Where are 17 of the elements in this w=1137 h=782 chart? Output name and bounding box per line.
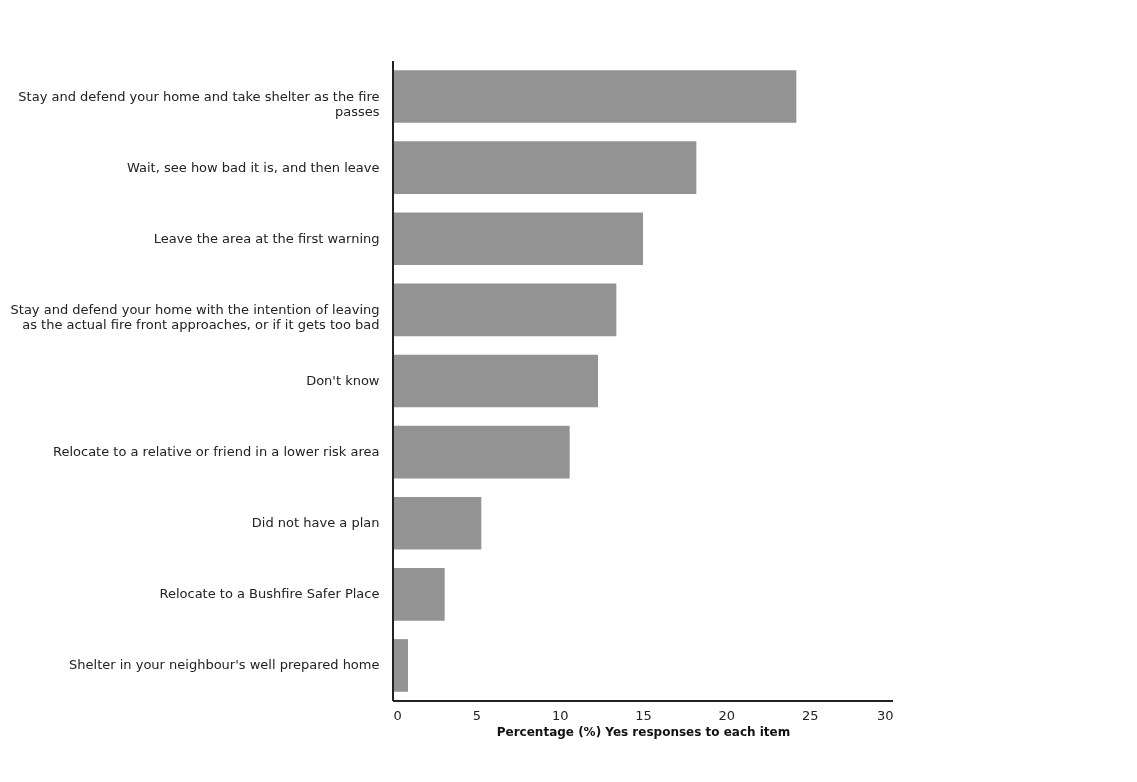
- y-tick-label: Relocate to a Bushfire Safer Place: [159, 586, 380, 602]
- x-tick-label: 15: [635, 707, 652, 723]
- x-tick-label: 30: [876, 707, 894, 723]
- x-tick-label: 25: [801, 707, 819, 723]
- x-tick-label: 5: [472, 707, 481, 723]
- x-tick-label: 10: [551, 707, 569, 723]
- y-tick-label: Don't know: [306, 373, 380, 388]
- y-tick-label: Shelter in your neighbour's well prepared home: [69, 657, 380, 673]
- y-tick-label: Wait, see how bad it is, and then leave: [127, 159, 380, 175]
- y-tick-label: Relocate to a relative or friend in a lower risk area: [52, 444, 380, 460]
- y-tick-label: Stay and defend your home with the intention of leaving as the actual fire front approaches, or if it gets too bad: [10, 301, 380, 332]
- y-tick-label: Leave the area at the first warning: [153, 230, 380, 246]
- y-tick-label: Stay and defend your home and take shelter as the fire passes: [18, 88, 380, 119]
- y-tick-label: Did not have a plan: [251, 515, 380, 531]
- x-tick-label: 0: [393, 707, 402, 723]
- x-tick-label: 20: [718, 707, 736, 723]
- x-axis-title: Percentage (%) Yes responses to each item: [496, 724, 791, 739]
